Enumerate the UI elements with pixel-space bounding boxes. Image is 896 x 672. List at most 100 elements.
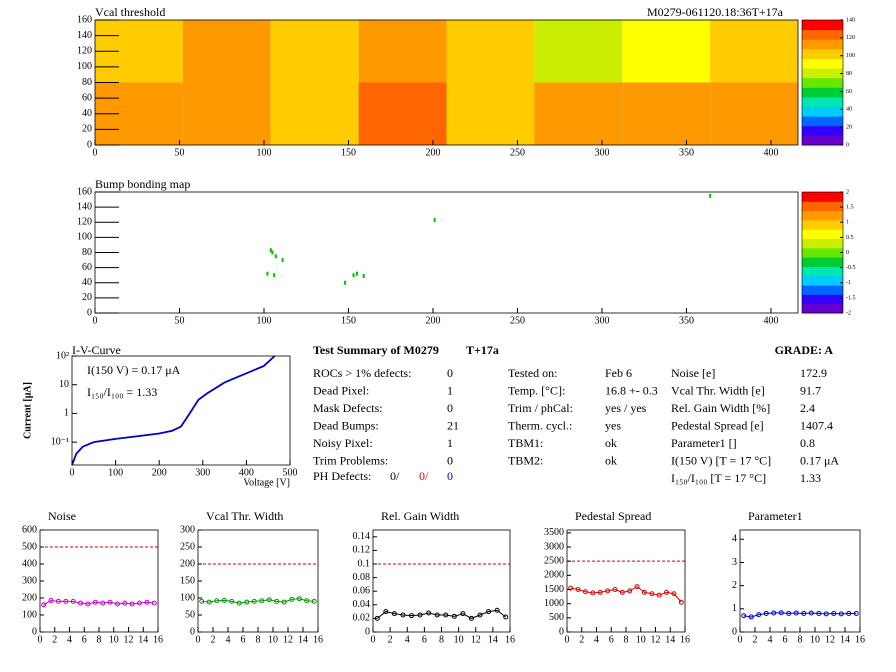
- bump-point: [281, 258, 284, 263]
- point: [206, 599, 212, 605]
- x-tick-label: 4: [226, 634, 231, 645]
- x-tick-label: 8: [624, 634, 629, 645]
- heatmap-cell: [182, 20, 271, 83]
- y-tick-label: 2000: [544, 570, 564, 581]
- point: [503, 614, 509, 620]
- y-tick-label: 140: [77, 201, 92, 212]
- point: [214, 598, 220, 604]
- heatmap-cell: [446, 20, 535, 83]
- summary-title: Test Summary of M0279: [313, 343, 439, 357]
- x-tick-label: 500: [283, 467, 298, 478]
- x-tick-label: 200: [152, 467, 167, 478]
- colorbar-step: [802, 238, 843, 249]
- x-tick-label: 0: [738, 634, 743, 645]
- plot-frame: [39, 529, 159, 633]
- x-tick-label: 6: [82, 634, 87, 645]
- point: [778, 610, 784, 616]
- x-tick-label: 50: [174, 315, 184, 326]
- info-label: Therm. cycl.:: [508, 418, 572, 432]
- point: [311, 598, 317, 604]
- z-tick-label: -1: [846, 280, 851, 286]
- colorbar-frame: [801, 19, 844, 146]
- point: [70, 598, 76, 604]
- y-tick-label: 200: [22, 592, 37, 603]
- point: [417, 612, 423, 618]
- x-tick-label: 400: [763, 315, 778, 326]
- point: [266, 597, 272, 603]
- y-tick-label: 120: [77, 217, 92, 228]
- colorbar-step: [802, 210, 843, 221]
- x-tick-label: 10: [454, 634, 464, 645]
- x-tick-label: 6: [609, 634, 614, 645]
- x-tick-label: 0: [70, 467, 75, 478]
- y-tick-label: 10: [59, 379, 69, 390]
- x-tick-label: 150: [341, 315, 356, 326]
- colorbar-step: [802, 77, 843, 88]
- y-tick-label: 4: [732, 534, 737, 545]
- defect-label: Mask Defects:: [313, 401, 383, 415]
- chart-title: Bump bonding map: [95, 177, 190, 191]
- point: [151, 600, 157, 606]
- point: [656, 592, 662, 598]
- colorbar-step: [802, 285, 843, 295]
- point: [92, 599, 98, 605]
- y-tick-label: 400: [22, 558, 37, 569]
- point: [575, 587, 581, 592]
- colorbar-step: [802, 266, 843, 277]
- point: [468, 615, 474, 621]
- x-tick-label: 400: [763, 147, 778, 158]
- chart-title: I-V-Curve: [72, 343, 121, 357]
- info-label: TBM1:: [508, 436, 543, 450]
- x-tick-label: 14: [138, 634, 148, 645]
- point: [85, 601, 91, 607]
- point: [107, 599, 113, 605]
- info-value: 16.8 +- 0.3: [605, 383, 658, 397]
- info-label: Trim / phCal:: [508, 401, 573, 415]
- y-tick-label: 0.08: [353, 572, 371, 583]
- y-tick-label: 10⁻¹: [51, 436, 69, 447]
- y-tick-label: 80: [82, 77, 92, 88]
- defect-value: 0: [447, 401, 453, 415]
- x-tick-label: 12: [471, 634, 481, 645]
- z-tick-label: 0: [846, 250, 849, 256]
- x-tick-label: 0: [371, 634, 376, 645]
- y-axis-label: Current [μA]: [22, 382, 33, 439]
- point: [244, 599, 250, 605]
- series-line: [201, 598, 315, 604]
- x-tick-label: 4: [405, 634, 410, 645]
- point: [612, 587, 618, 592]
- defect-label: Trim Problems:: [313, 453, 388, 467]
- y-tick-label: 160: [77, 14, 92, 25]
- x-tick-label: 250: [510, 147, 525, 158]
- point: [816, 610, 822, 616]
- series-line: [376, 609, 507, 619]
- y-tick-label: 300: [22, 575, 37, 586]
- point: [831, 610, 837, 616]
- y-tick-label: 0: [87, 307, 92, 318]
- x-tick-label: 14: [840, 634, 850, 645]
- point: [137, 600, 143, 606]
- point: [63, 598, 69, 604]
- y-tick-label: 2500: [544, 555, 564, 566]
- x-tick-label: 10: [636, 634, 646, 645]
- y-tick-label: 0: [732, 626, 737, 637]
- heatmap-cell: [622, 20, 711, 83]
- defect-value: 21: [447, 418, 459, 432]
- y-tick-label: 100: [77, 61, 92, 72]
- z-tick-label: -1.5: [846, 295, 856, 301]
- y-tick-label: 500: [22, 541, 37, 552]
- bump-point: [355, 271, 358, 276]
- ph-value: 0/: [419, 469, 429, 483]
- point: [627, 588, 633, 594]
- result-label: Pedestal Spread [e]: [671, 418, 764, 432]
- y-tick-label: 100: [77, 232, 92, 243]
- y-tick-label: 150: [180, 575, 195, 586]
- y-tick-label: 0.1: [358, 558, 371, 569]
- series-line: [71, 355, 276, 466]
- point: [236, 600, 242, 606]
- point: [763, 610, 769, 616]
- point: [477, 612, 483, 618]
- result-label: I(150 V) [T = 17 °C]: [671, 453, 771, 467]
- point: [605, 588, 611, 594]
